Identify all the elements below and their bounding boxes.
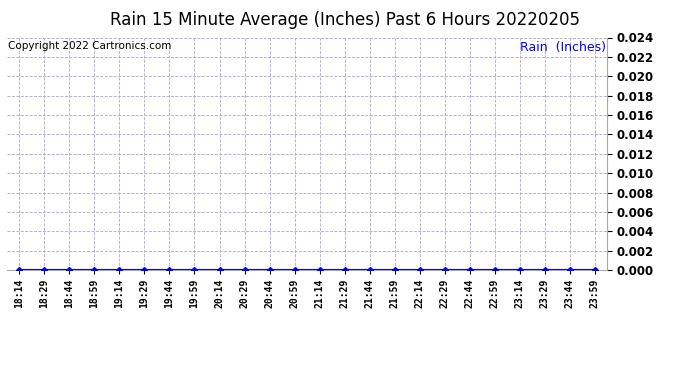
Text: Copyright 2022 Cartronics.com: Copyright 2022 Cartronics.com xyxy=(8,41,172,51)
Text: Rain  (Inches): Rain (Inches) xyxy=(520,41,606,54)
Text: Rain 15 Minute Average (Inches) Past 6 Hours 20220205: Rain 15 Minute Average (Inches) Past 6 H… xyxy=(110,11,580,29)
